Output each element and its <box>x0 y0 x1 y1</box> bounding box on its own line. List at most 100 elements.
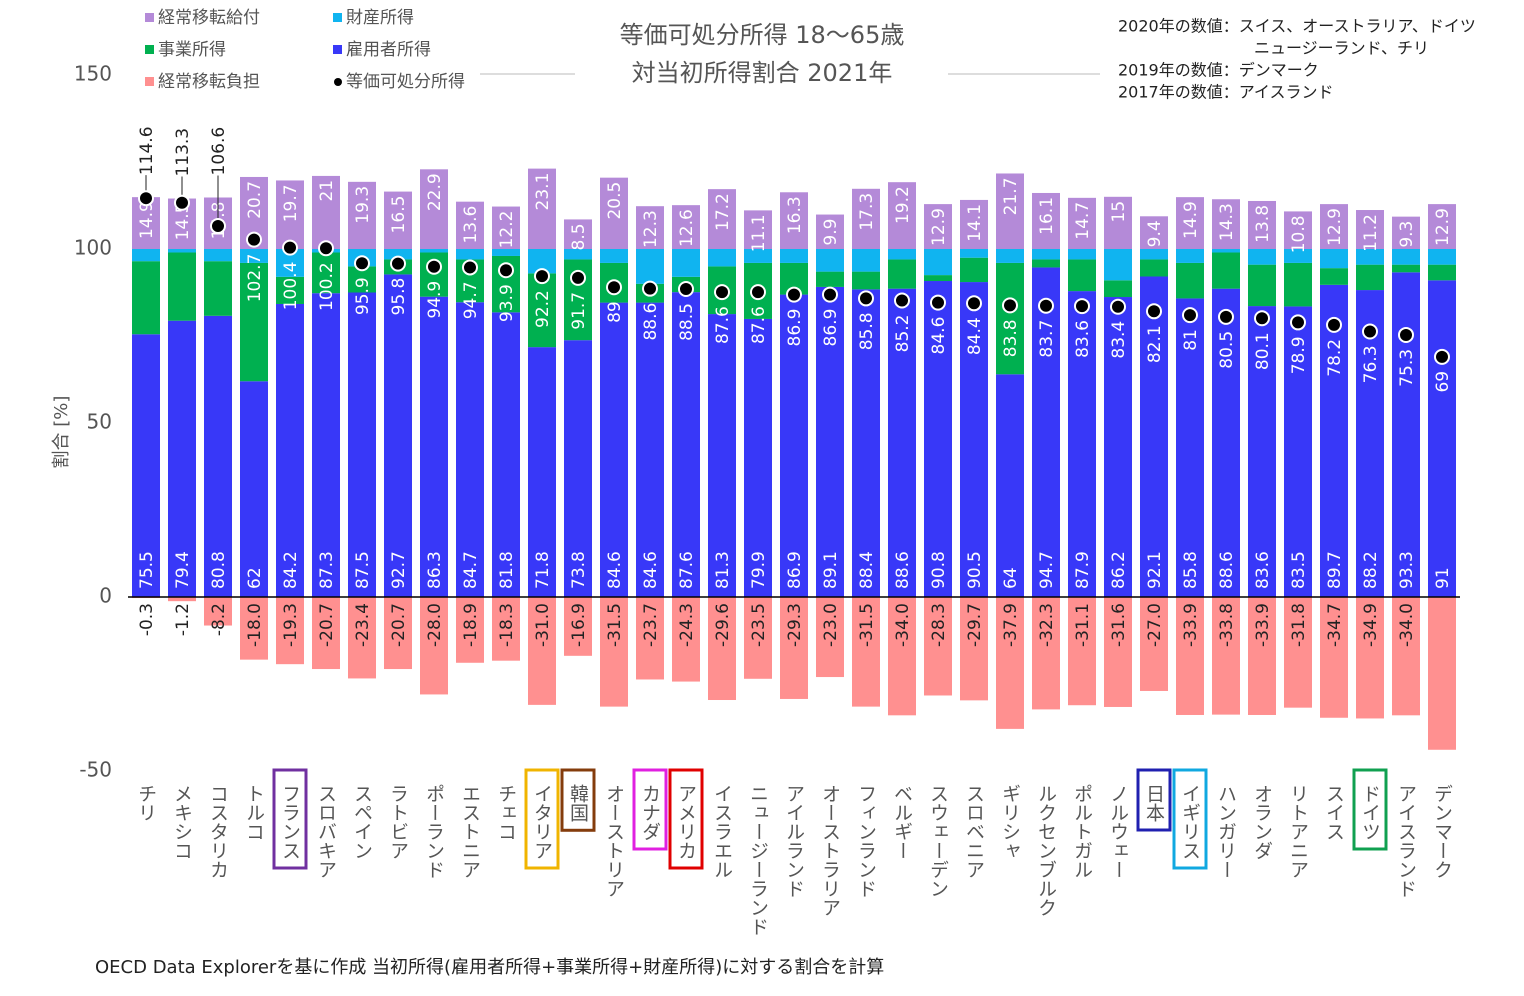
data-label: -23.4 <box>353 603 373 647</box>
data-label: 12.9 <box>1325 208 1345 246</box>
dot <box>606 279 622 296</box>
legend-label: 等価可処分所得 <box>346 72 465 92</box>
bar-segment <box>960 282 988 597</box>
note: ニュージーランド、チリ <box>1254 39 1429 58</box>
data-label: 87.6 <box>749 306 769 344</box>
data-label: 88.6 <box>641 303 661 341</box>
bar-segment <box>1248 249 1276 265</box>
data-label: 94.7 <box>1037 551 1057 589</box>
data-label: 17.3 <box>857 193 877 231</box>
bar-segment <box>708 314 736 597</box>
x-tick-label: カナダ <box>639 784 661 841</box>
bar-segment <box>528 597 556 705</box>
data-label: -16.9 <box>569 603 589 647</box>
data-label: 82.1 <box>1145 325 1165 363</box>
bar-segment <box>780 294 808 597</box>
dot <box>894 292 910 309</box>
y-axis-label: 割合 [%] <box>51 396 72 469</box>
bar-segment <box>636 206 664 249</box>
bar-segment <box>816 271 844 287</box>
x-tick-label: リトアニア <box>1287 784 1309 879</box>
x-tick-label: オーストリア <box>603 784 625 898</box>
x-tick-label: ポーランド <box>423 784 445 879</box>
data-label: 16.1 <box>1037 197 1057 235</box>
data-label: 89.1 <box>821 551 841 589</box>
legend-label: 雇用者所得 <box>346 40 431 60</box>
x-tick-label: ベルギー <box>891 784 913 860</box>
x-tick-label: 日本 <box>1143 784 1165 822</box>
dot <box>174 194 190 211</box>
bar-segment <box>960 257 988 283</box>
bar-segment <box>1212 288 1240 597</box>
bar-segment <box>1356 290 1384 597</box>
bar-segment <box>240 597 268 660</box>
dot <box>354 255 370 272</box>
bar-segment <box>1212 199 1240 249</box>
data-label: 85.2 <box>893 315 913 353</box>
data-label: 95.9 <box>353 277 373 315</box>
bar-segment <box>672 249 700 277</box>
bar-segment <box>420 249 448 253</box>
data-label: -34.0 <box>1397 603 1417 647</box>
data-label: 19.2 <box>893 186 913 224</box>
dot <box>282 239 298 256</box>
bar-segment <box>708 597 736 701</box>
data-label: 88.5 <box>677 303 697 341</box>
bar-segment <box>1428 204 1456 249</box>
x-tick-label: スイス <box>1323 784 1345 841</box>
category-box <box>668 768 704 870</box>
bar-segment <box>1320 268 1348 285</box>
data-label: 19.3 <box>353 186 373 224</box>
bar-segment <box>168 320 196 597</box>
bar-segment <box>924 249 952 276</box>
bar-segment <box>708 249 736 267</box>
x-tick-label: ギリシャ <box>999 784 1021 860</box>
dot <box>462 259 478 276</box>
data-label: 83.6 <box>1073 320 1093 358</box>
category-box <box>1172 768 1208 870</box>
data-label: 87.5 <box>353 551 373 589</box>
x-tick-label: スウェーデン <box>927 784 949 898</box>
bar-segment <box>204 597 232 626</box>
bar-segment <box>600 177 628 249</box>
data-label: 88.6 <box>1217 551 1237 589</box>
data-label: 12.9 <box>929 208 949 246</box>
y-tick-label: 100 <box>74 236 112 260</box>
x-tick-label: スペイン <box>351 784 373 860</box>
bar-segment <box>240 249 268 263</box>
bar-segment <box>1176 597 1204 715</box>
data-label: 20.7 <box>245 181 265 219</box>
data-label: -34.0 <box>893 603 913 647</box>
legend-swatch <box>145 13 154 22</box>
bar-segment <box>1104 249 1132 281</box>
data-label: -33.9 <box>1253 603 1273 647</box>
bar-segment <box>708 189 736 249</box>
data-label: 87.6 <box>713 306 733 344</box>
dot <box>678 281 694 298</box>
data-label: 85.8 <box>857 312 877 350</box>
bar-segment <box>1104 280 1132 298</box>
data-label: -31.5 <box>605 603 625 647</box>
data-label: 94.9 <box>425 281 445 319</box>
bar-segment <box>276 180 304 249</box>
data-label: -33.8 <box>1217 603 1237 647</box>
bar-segment <box>960 199 988 249</box>
dot <box>966 295 982 312</box>
data-label: 9.3 <box>1397 221 1417 248</box>
bar-segment <box>1284 249 1312 263</box>
data-label: 86.9 <box>785 309 805 347</box>
bar-segment <box>1068 197 1096 249</box>
bar-segment <box>1284 211 1312 249</box>
data-label: 69 <box>1433 371 1453 393</box>
x-tick-label: ニュージーランド <box>747 784 769 936</box>
data-label: -23.7 <box>641 603 661 647</box>
data-label: 20.5 <box>605 182 625 220</box>
dot <box>1362 323 1378 340</box>
data-label: 62 <box>245 567 265 589</box>
bar-segment <box>1284 597 1312 708</box>
bar-segment <box>1068 249 1096 260</box>
category-box <box>560 768 596 832</box>
bar-segment <box>852 271 880 290</box>
data-label: 92.1 <box>1145 551 1165 589</box>
x-tick-label: アメリカ <box>675 784 697 860</box>
